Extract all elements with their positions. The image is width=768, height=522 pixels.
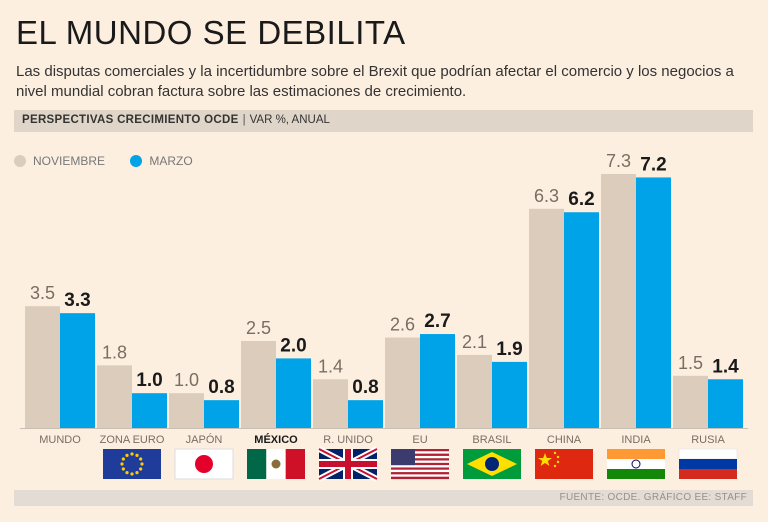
uk-flag-icon — [317, 446, 379, 482]
data-label-marzo: 7.2 — [640, 154, 666, 175]
category-label: MUNDO — [39, 434, 81, 446]
source-note: FUENTE: OCDE. GRÁFICO EE: STAFF — [559, 492, 747, 503]
data-label-marzo: 0.8 — [208, 377, 234, 398]
mexico-flag-icon — [247, 449, 305, 479]
data-label-noviembre: 1.4 — [318, 356, 343, 376]
legend-item-nov: NOVIEMBRE — [14, 154, 105, 168]
data-label-marzo: 1.4 — [712, 356, 739, 377]
bar-marzo — [708, 379, 743, 428]
category-label: R. UNIDO — [323, 434, 373, 446]
bar-noviembre — [313, 379, 348, 428]
chart-title: EL MUNDO SE DEBILITA — [16, 14, 406, 51]
legend-item-mar: MARZO — [130, 154, 193, 168]
legend-dot-nov-icon — [14, 155, 26, 167]
bar-marzo — [132, 393, 167, 428]
legend-dot-mar-icon — [130, 155, 143, 167]
bar-marzo — [492, 361, 527, 428]
bar-marzo — [204, 400, 239, 428]
data-label-noviembre: 7.3 — [606, 151, 631, 171]
data-label-marzo: 1.0 — [136, 370, 162, 391]
data-label-noviembre: 1.5 — [678, 353, 703, 373]
bar-noviembre — [169, 393, 204, 428]
data-label-marzo: 1.9 — [496, 339, 522, 360]
data-label-marzo: 3.3 — [64, 290, 90, 311]
category-label: CHINA — [547, 434, 582, 446]
usa-flag-icon — [391, 449, 449, 480]
bar-marzo — [564, 212, 599, 428]
chart-header-band: PERSPECTIVAS CRECIMIENTO OCDE | VAR %, ANU… — [14, 110, 753, 132]
data-label-noviembre: 1.0 — [174, 370, 199, 390]
data-label-marzo: 2.7 — [424, 311, 450, 332]
band-label-units: VAR %, ANUAL — [249, 114, 330, 126]
bar-noviembre — [385, 337, 420, 428]
band-label-bold: PERSPECTIVAS CRECIMIENTO OCDE — [22, 114, 239, 126]
category-label: BRASIL — [472, 434, 511, 446]
india-flag-icon — [607, 449, 665, 479]
bar-marzo — [420, 334, 455, 428]
chart-subtitle: Las disputas comerciales y la incertidum… — [16, 63, 734, 100]
bar-marzo — [636, 177, 671, 428]
eu-flag-icon — [103, 449, 161, 479]
brazil-flag-icon — [463, 449, 521, 479]
bar-noviembre — [457, 354, 492, 428]
category-label: MÉXICO — [254, 433, 298, 446]
russia-flag-icon — [678, 448, 738, 479]
bar-noviembre — [529, 208, 564, 428]
category-label: RUSIA — [691, 434, 725, 446]
data-label-noviembre: 1.8 — [102, 342, 127, 362]
legend: NOVIEMBRE MARZO — [14, 154, 215, 170]
bar-noviembre — [601, 173, 636, 428]
band-separator: | — [242, 114, 246, 126]
data-label-marzo: 0.8 — [352, 377, 378, 398]
category-label: ZONA EURO — [100, 434, 165, 446]
bar-noviembre — [673, 375, 708, 428]
data-label-noviembre: 2.1 — [462, 332, 487, 352]
bar-marzo — [60, 313, 95, 428]
bar-noviembre — [241, 341, 276, 428]
data-label-noviembre: 6.3 — [534, 186, 559, 206]
bar-noviembre — [97, 365, 132, 428]
band-label: PERSPECTIVAS CRECIMIENTO OCDE | VAR %, ANU… — [22, 114, 330, 126]
china-flag-icon — [535, 449, 593, 479]
japan-flag-icon — [174, 448, 234, 480]
bar-marzo — [348, 400, 383, 428]
data-label-noviembre: 2.6 — [390, 315, 415, 335]
footer-band: FUENTE: OCDE. GRÁFICO EE: STAFF — [14, 490, 753, 506]
legend-label-mar: MARZO — [149, 154, 193, 168]
category-label: INDIA — [621, 434, 651, 446]
data-label-noviembre: 2.5 — [246, 318, 271, 338]
legend-label-nov: NOVIEMBRE — [33, 154, 106, 168]
data-label-marzo: 2.0 — [280, 335, 306, 356]
category-label: EU — [412, 434, 427, 446]
category-label: JAPÓN — [186, 433, 223, 446]
data-label-noviembre: 3.5 — [30, 283, 55, 303]
bar-marzo — [276, 358, 311, 428]
bar-noviembre — [25, 306, 60, 428]
data-label-marzo: 6.2 — [568, 189, 594, 210]
